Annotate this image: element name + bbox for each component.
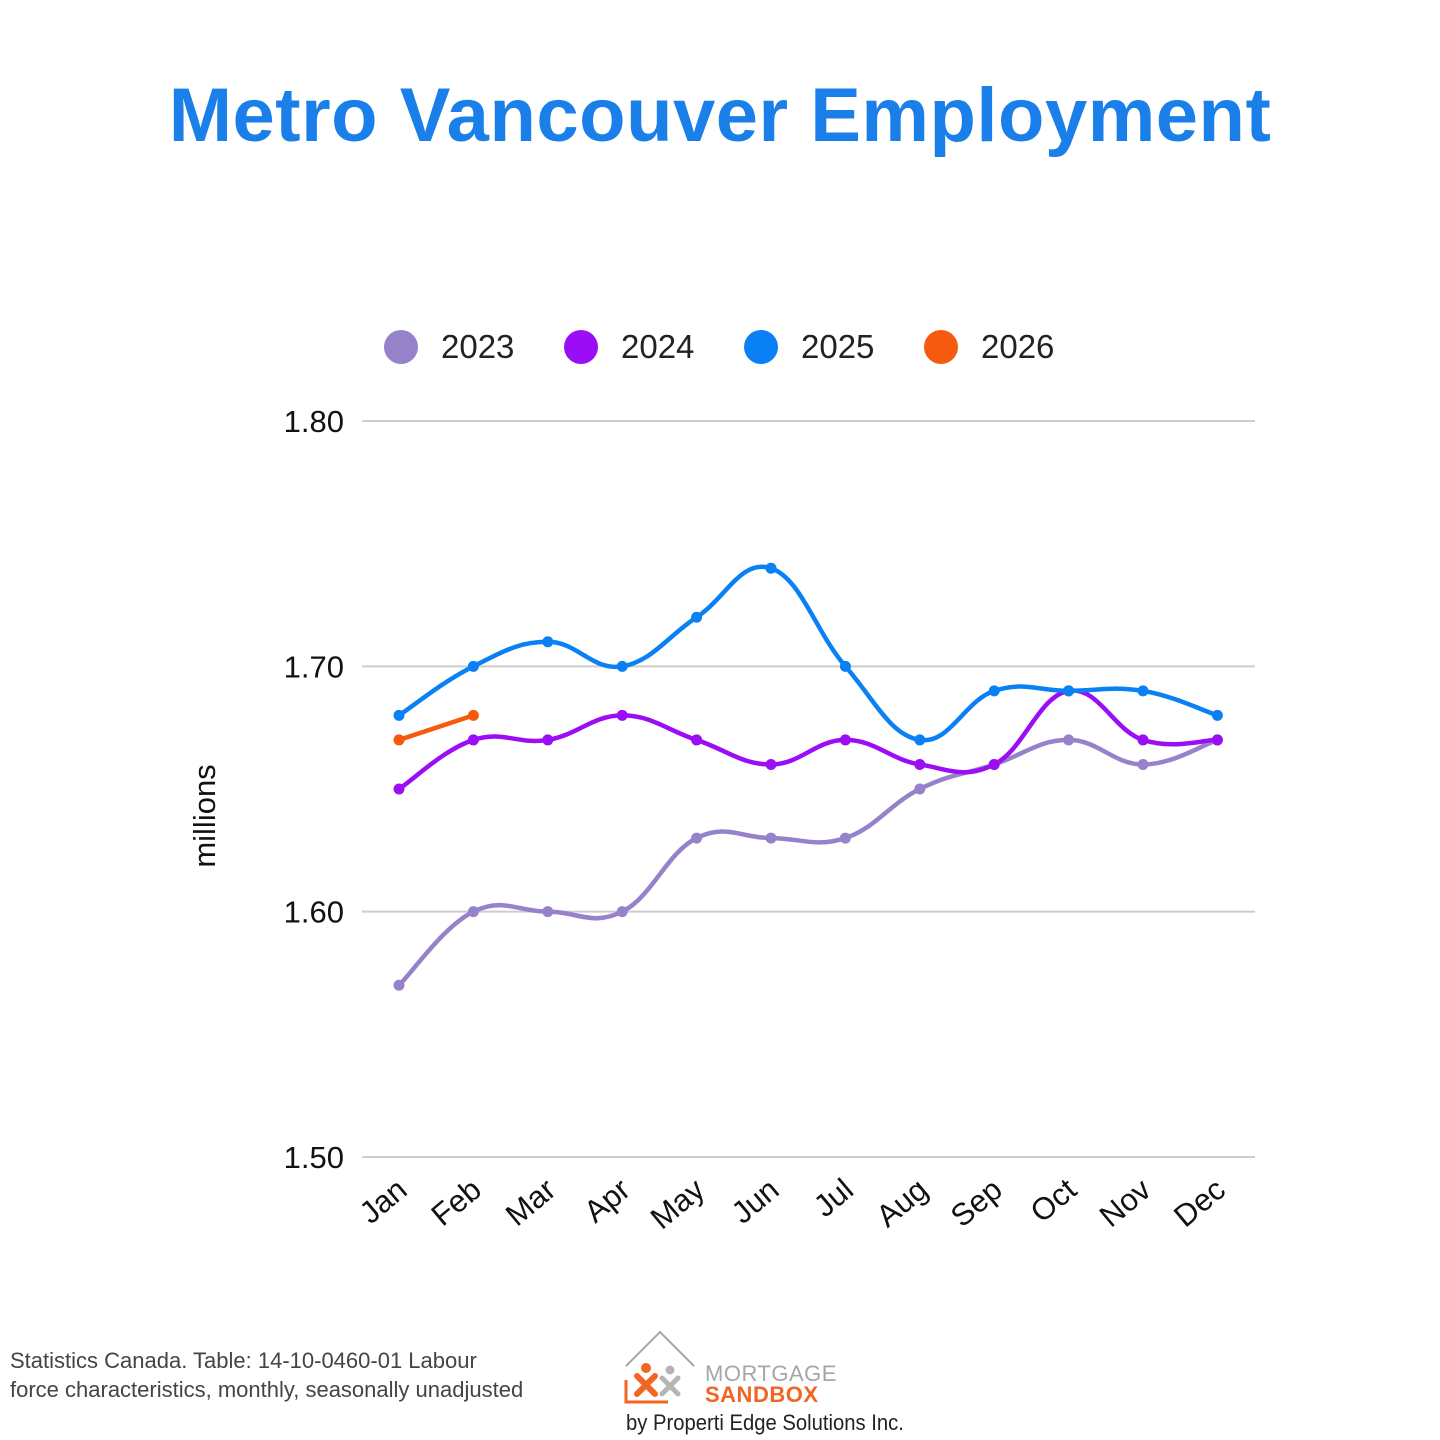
data-point-2024 bbox=[1137, 734, 1149, 746]
data-point-2024 bbox=[616, 709, 628, 721]
data-point-2025 bbox=[393, 709, 405, 721]
legend-label-2025: 2025 bbox=[801, 328, 874, 365]
data-point-2025 bbox=[914, 734, 926, 746]
legend-label-2026: 2026 bbox=[981, 328, 1054, 365]
y-tick-label: 1.80 bbox=[284, 404, 344, 439]
data-point-2025 bbox=[616, 660, 628, 672]
x-tick-label: Aug bbox=[870, 1172, 935, 1234]
y-tick-label: 1.60 bbox=[284, 895, 344, 930]
mortgage-sandbox-logo: MORTGAGE SANDBOX bbox=[624, 1330, 837, 1407]
series-points bbox=[393, 562, 1223, 991]
x-tick-label: Nov bbox=[1093, 1171, 1158, 1234]
data-point-2024 bbox=[691, 734, 703, 746]
data-point-2023 bbox=[765, 832, 777, 844]
data-point-2025 bbox=[1137, 685, 1149, 697]
data-point-2023 bbox=[393, 979, 405, 991]
x-tick-label: Sep bbox=[944, 1172, 1009, 1234]
logo-house-frame-icon bbox=[624, 1380, 668, 1404]
data-point-2026 bbox=[393, 734, 405, 746]
data-point-2025 bbox=[467, 660, 479, 672]
data-point-2025 bbox=[988, 685, 1000, 697]
data-point-2023 bbox=[691, 832, 703, 844]
legend-label-2023: 2023 bbox=[441, 328, 514, 365]
x-tick-label: Jul bbox=[807, 1172, 860, 1224]
x-tick-label: Oct bbox=[1024, 1171, 1084, 1229]
data-point-2025 bbox=[765, 562, 777, 574]
data-point-2024 bbox=[393, 783, 405, 795]
legend-label-2024: 2024 bbox=[621, 328, 694, 365]
x-tick-label: Mar bbox=[499, 1172, 562, 1233]
y-tick-label: 1.70 bbox=[284, 649, 344, 684]
line-chart: 2023 2024 2025 2026 1.50 1.60 1.70 1.80 millio… bbox=[187, 328, 1255, 1236]
series-line-2026 bbox=[396, 713, 476, 743]
x-tick-label: Feb bbox=[424, 1172, 487, 1233]
source-note: Statistics Canada. Table: 14-10-0460-01 … bbox=[10, 1346, 610, 1404]
data-point-2023 bbox=[1137, 758, 1149, 770]
source-line-1: Statistics Canada. Table: 14-10-0460-01 … bbox=[10, 1348, 477, 1373]
gridlines bbox=[362, 420, 1255, 1158]
data-point-2024 bbox=[988, 758, 1000, 770]
x-tick-label: May bbox=[644, 1171, 712, 1236]
data-point-2026 bbox=[467, 709, 479, 721]
series-line-2024 bbox=[396, 688, 1220, 792]
data-point-2024 bbox=[765, 758, 777, 770]
data-point-2023 bbox=[467, 906, 479, 918]
series-lines bbox=[396, 564, 1220, 988]
x-tick-label: Jan bbox=[353, 1172, 414, 1231]
data-point-2024 bbox=[467, 734, 479, 746]
legend-swatch-2025 bbox=[744, 330, 778, 364]
data-point-2023 bbox=[914, 783, 926, 795]
series-line-2023 bbox=[396, 737, 1220, 988]
series-line-2025 bbox=[396, 564, 1220, 743]
data-point-2024 bbox=[839, 734, 851, 746]
x-axis-tick-labels: Jan Feb Mar Apr May Jun Jul Aug Sep Oct Nov Dec bbox=[353, 1171, 1232, 1236]
data-point-2025 bbox=[542, 636, 554, 648]
logo-text-sandbox: SANDBOX bbox=[705, 1382, 819, 1407]
data-point-2024 bbox=[914, 758, 926, 770]
data-point-2025 bbox=[691, 611, 703, 623]
logo-byline: by Properti Edge Solutions Inc. bbox=[626, 1410, 904, 1435]
data-point-2023 bbox=[542, 906, 554, 918]
y-tick-label: 1.50 bbox=[284, 1140, 344, 1175]
data-point-2023 bbox=[839, 832, 851, 844]
y-axis-label: millions bbox=[187, 764, 222, 867]
data-point-2025 bbox=[839, 660, 851, 672]
x-tick-label: Jun bbox=[725, 1172, 786, 1231]
logo-house-roof-icon bbox=[625, 1330, 695, 1367]
y-axis-tick-labels: 1.50 1.60 1.70 1.80 bbox=[284, 404, 344, 1175]
source-line-2: force characteristics, monthly, seasonal… bbox=[10, 1377, 524, 1402]
data-point-2025 bbox=[1063, 685, 1075, 697]
chart-title: Metro Vancouver Employment bbox=[168, 73, 1272, 158]
data-point-2025 bbox=[1211, 709, 1223, 721]
legend-swatch-2026 bbox=[924, 330, 958, 364]
data-point-2023 bbox=[616, 906, 628, 918]
data-point-2024 bbox=[542, 734, 554, 746]
data-point-2024 bbox=[1211, 734, 1223, 746]
legend-swatch-2024 bbox=[564, 330, 598, 364]
x-tick-label: Apr bbox=[577, 1172, 636, 1230]
logo-people-icon bbox=[634, 1363, 681, 1397]
x-tick-label: Dec bbox=[1167, 1172, 1232, 1234]
legend: 2023 2024 2025 2026 bbox=[384, 328, 1054, 365]
logo-text-mortgage: MORTGAGE bbox=[705, 1361, 837, 1386]
data-point-2023 bbox=[1063, 734, 1075, 746]
legend-swatch-2023 bbox=[384, 330, 418, 364]
